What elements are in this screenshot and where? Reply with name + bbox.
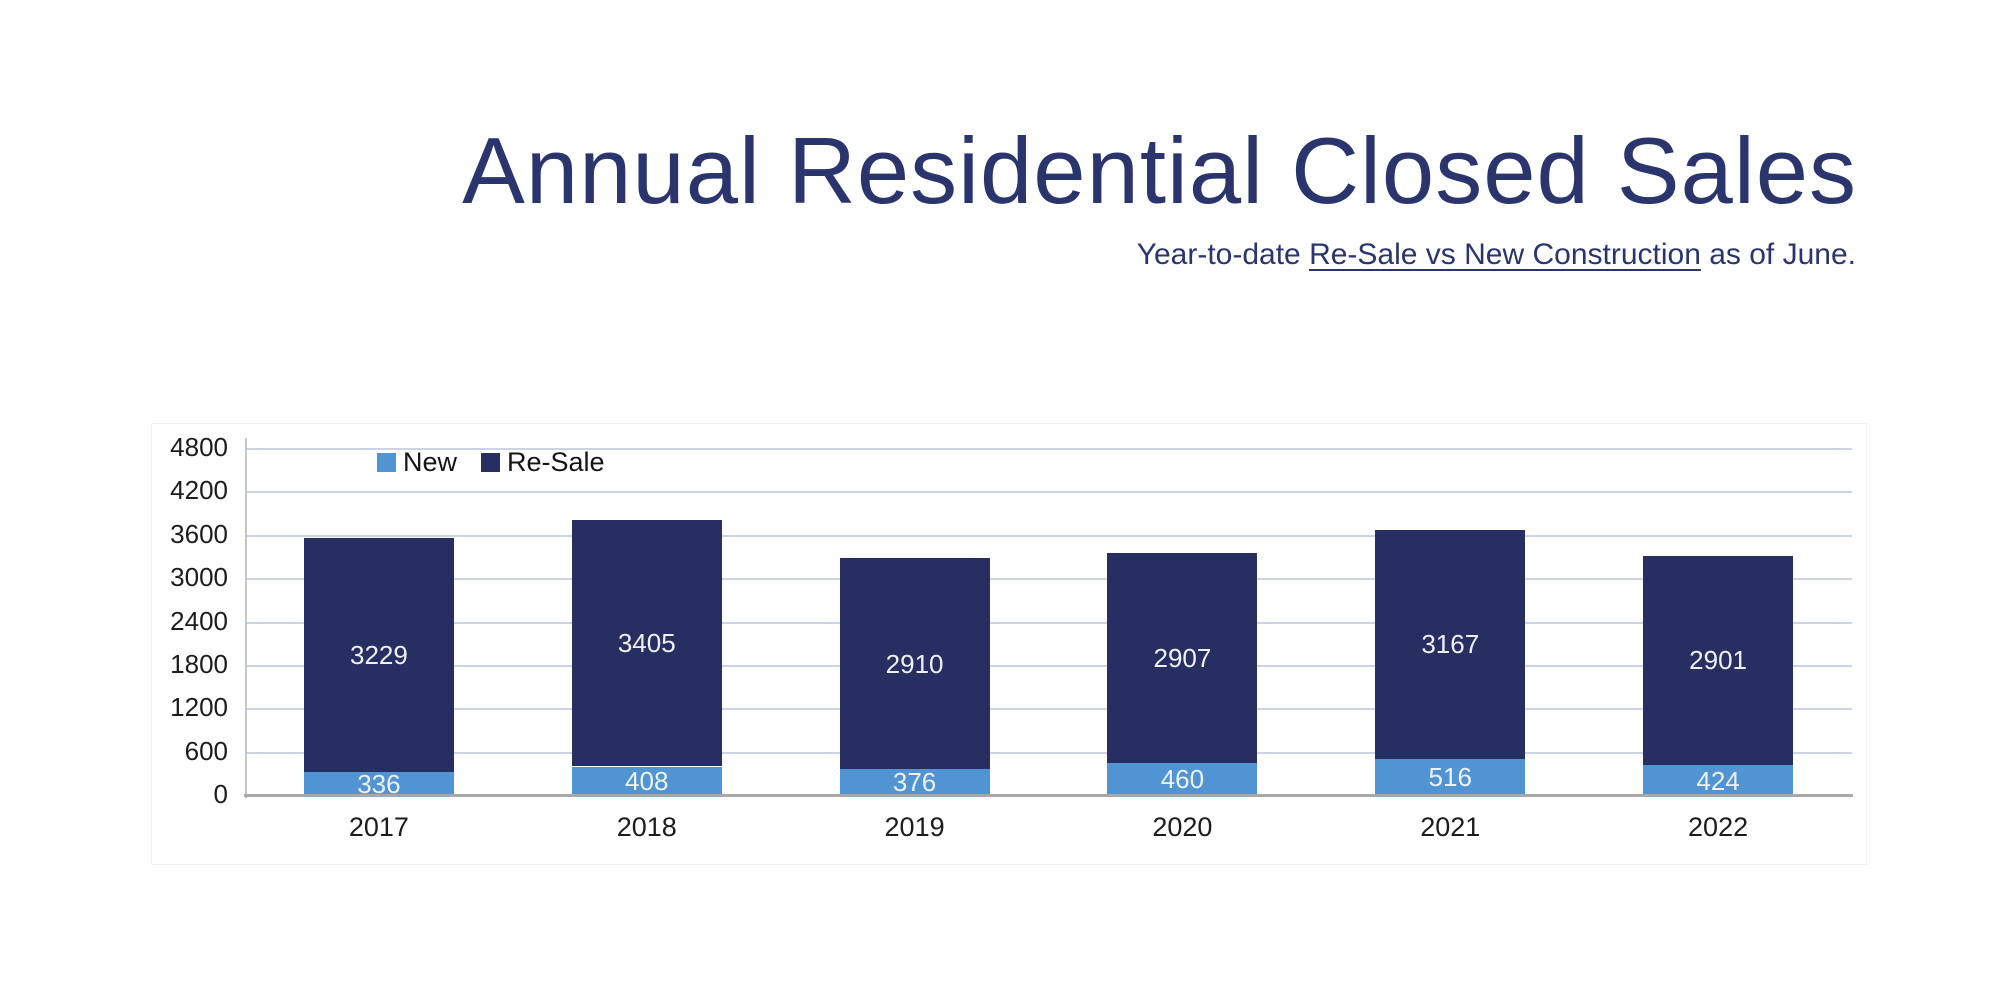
chart-area-frame bbox=[151, 423, 1867, 865]
legend-label-resale: Re-Sale bbox=[507, 447, 605, 477]
x-axis-tick-label: 2019 bbox=[884, 812, 945, 842]
bar-value-label-resale-2019: 2910 bbox=[885, 648, 944, 679]
bar-segment-resale-2017 bbox=[303, 538, 454, 772]
bar-segment-resale-2020 bbox=[1107, 552, 1258, 763]
bar-segment-new-2019 bbox=[839, 768, 990, 796]
bar-value-label-resale-2018: 3405 bbox=[617, 628, 676, 659]
bar-segment-resale-2019 bbox=[839, 558, 990, 769]
y-axis-tick-label: 600 bbox=[184, 735, 228, 766]
chart-title: Annual Residential Closed Sales bbox=[462, 118, 1857, 223]
bar-segment-resale-2021 bbox=[1375, 529, 1526, 759]
bar-segment-resale-2018 bbox=[571, 520, 722, 767]
y-axis-tick-label: 0 bbox=[213, 779, 228, 809]
legend-item-resale: Re-Sale bbox=[481, 447, 605, 478]
gridline bbox=[245, 751, 1852, 754]
bar-value-label-new-2018: 408 bbox=[625, 766, 669, 797]
bar-value-label-new-2017: 336 bbox=[357, 768, 401, 799]
bar-value-label-new-2020: 460 bbox=[1160, 764, 1205, 795]
x-axis-tick-label: 2022 bbox=[1688, 812, 1749, 842]
x-axis-tick-label: 2021 bbox=[1420, 812, 1481, 842]
y-axis-line bbox=[245, 438, 247, 798]
gridline bbox=[245, 664, 1852, 667]
bar-value-label-new-2021: 516 bbox=[1428, 762, 1472, 793]
y-axis-tick-label: 4200 bbox=[170, 475, 228, 506]
subtitle-prefix: Year-to-date bbox=[1136, 238, 1310, 271]
x-axis-tick-label: 2018 bbox=[616, 812, 677, 842]
y-axis-tick-label: 2400 bbox=[170, 605, 228, 636]
chart-subtitle: Year-to-date Re-Sale vs New Construction… bbox=[1137, 237, 1856, 273]
bar-value-label-resale-2017: 3229 bbox=[349, 639, 408, 670]
gridline bbox=[245, 491, 1852, 494]
gridline bbox=[245, 708, 1852, 711]
y-axis-tick-label: 3600 bbox=[170, 518, 228, 549]
y-axis-tick-label: 1200 bbox=[170, 692, 228, 723]
bar-value-label-resale-2022: 2901 bbox=[1689, 645, 1747, 676]
bar-value-label-resale-2020: 2907 bbox=[1153, 642, 1212, 673]
bar-segment-new-2017 bbox=[303, 771, 454, 796]
gridline bbox=[245, 621, 1852, 624]
y-axis-tick-label: 3000 bbox=[170, 562, 228, 593]
gridline bbox=[245, 448, 1852, 450]
bar-segment-new-2020 bbox=[1107, 762, 1258, 796]
subtitle-underlined-phrase: Re-Sale vs New Construction bbox=[1309, 238, 1701, 271]
bar-segment-resale-2022 bbox=[1643, 555, 1794, 766]
gridline bbox=[245, 578, 1852, 581]
gridline bbox=[245, 534, 1852, 537]
subtitle-suffix: as of June. bbox=[1700, 238, 1856, 271]
legend-swatch-resale bbox=[481, 453, 501, 472]
y-axis-tick-label: 1800 bbox=[170, 648, 228, 679]
bar-segment-new-2018 bbox=[571, 766, 722, 796]
bar-value-label-resale-2021: 3167 bbox=[1421, 629, 1480, 660]
bar-value-label-new-2022: 424 bbox=[1696, 765, 1740, 796]
legend-swatch-new bbox=[377, 453, 396, 472]
x-axis-tick-label: 2017 bbox=[348, 812, 409, 842]
bar-segment-new-2021 bbox=[1375, 758, 1526, 796]
x-axis-line bbox=[244, 794, 1853, 797]
y-axis-tick-label: 4800 bbox=[170, 432, 228, 462]
x-axis-tick-label: 2020 bbox=[1152, 812, 1213, 842]
bar-segment-new-2022 bbox=[1643, 765, 1794, 796]
legend-label-new: New bbox=[403, 447, 458, 477]
legend-item-new: New bbox=[377, 447, 457, 478]
chart-legend: New Re-Sale bbox=[377, 447, 605, 478]
bar-value-label-new-2019: 376 bbox=[892, 767, 937, 798]
